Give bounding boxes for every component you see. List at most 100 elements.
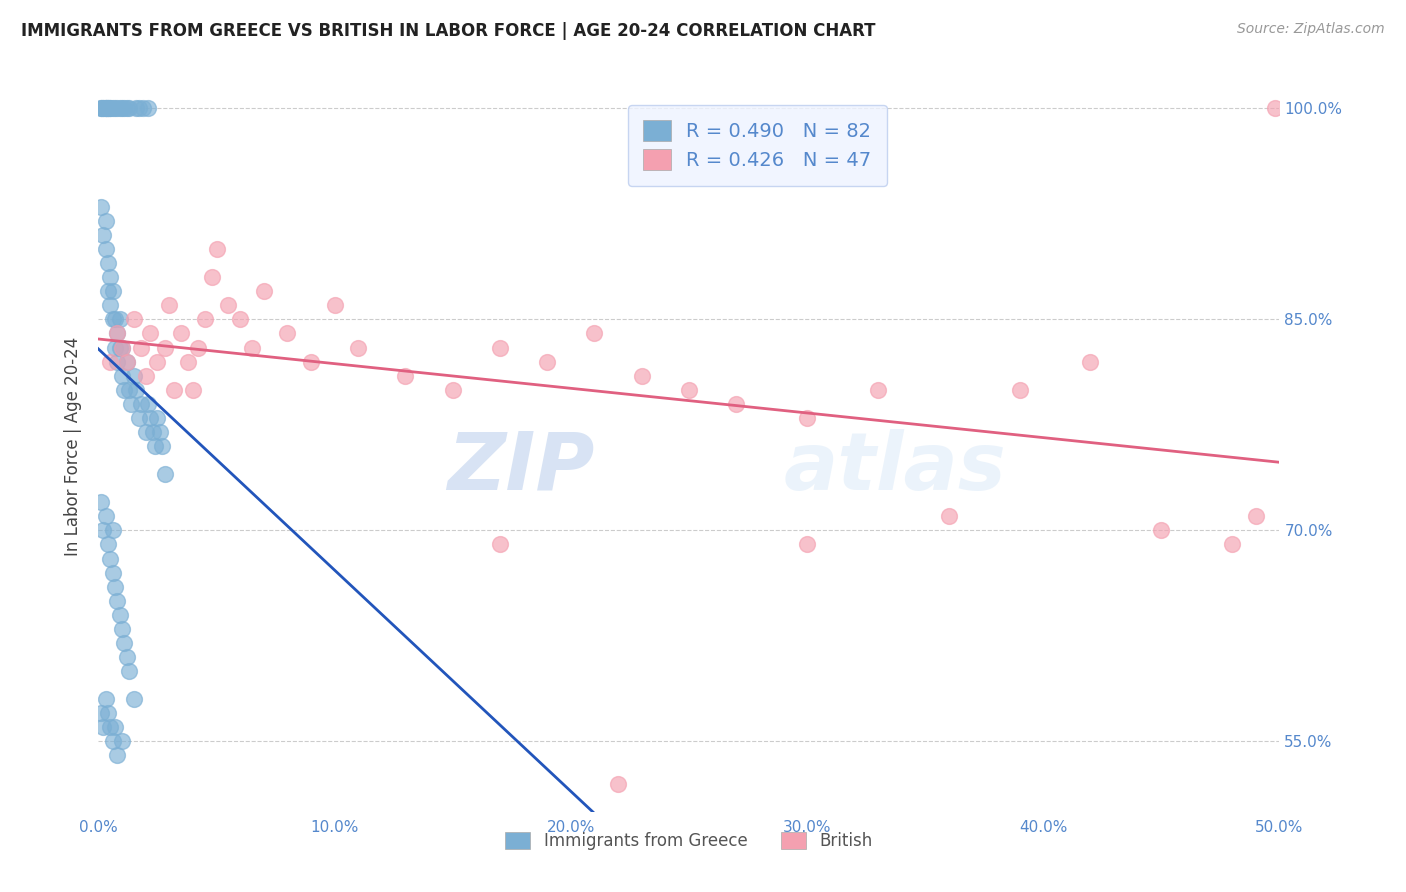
Point bbox=[101, 566, 124, 580]
Point bbox=[177, 354, 200, 368]
Point bbox=[323, 298, 346, 312]
Point bbox=[1150, 524, 1173, 538]
Point bbox=[90, 706, 112, 721]
Point bbox=[91, 102, 114, 116]
Point bbox=[94, 102, 117, 116]
Point bbox=[112, 636, 135, 650]
Point bbox=[394, 368, 416, 383]
Point bbox=[122, 692, 145, 706]
Point bbox=[276, 326, 298, 341]
Point bbox=[104, 341, 127, 355]
Point bbox=[104, 580, 127, 594]
Point bbox=[98, 102, 121, 116]
Point bbox=[347, 341, 370, 355]
Point bbox=[181, 383, 204, 397]
Point bbox=[240, 341, 263, 355]
Point bbox=[94, 102, 117, 116]
Text: IMMIGRANTS FROM GREECE VS BRITISH IN LABOR FORCE | AGE 20-24 CORRELATION CHART: IMMIGRANTS FROM GREECE VS BRITISH IN LAB… bbox=[21, 22, 876, 40]
Point bbox=[112, 102, 135, 116]
Point bbox=[91, 720, 114, 734]
Point bbox=[111, 341, 134, 355]
Point bbox=[91, 524, 114, 538]
Point bbox=[170, 326, 193, 341]
Point bbox=[90, 495, 112, 509]
Point bbox=[142, 425, 165, 439]
Point bbox=[104, 312, 127, 326]
Point bbox=[163, 383, 186, 397]
Point bbox=[678, 383, 700, 397]
Point bbox=[101, 312, 124, 326]
Point bbox=[132, 102, 155, 116]
Point bbox=[94, 214, 117, 228]
Point bbox=[125, 383, 148, 397]
Point bbox=[97, 285, 120, 299]
Point bbox=[108, 607, 131, 622]
Point bbox=[583, 326, 606, 341]
Point bbox=[121, 397, 143, 411]
Point bbox=[153, 467, 176, 482]
Point bbox=[1080, 354, 1102, 368]
Point bbox=[108, 341, 131, 355]
Point bbox=[441, 383, 464, 397]
Point bbox=[104, 720, 127, 734]
Point bbox=[253, 285, 276, 299]
Point bbox=[98, 270, 121, 285]
Point bbox=[111, 622, 134, 636]
Point bbox=[128, 102, 150, 116]
Point bbox=[118, 383, 141, 397]
Point bbox=[105, 354, 128, 368]
Point bbox=[136, 102, 159, 116]
Point bbox=[118, 102, 141, 116]
Point bbox=[128, 410, 150, 425]
Point bbox=[796, 410, 818, 425]
Point bbox=[489, 537, 512, 551]
Point bbox=[94, 242, 117, 256]
Point bbox=[1244, 509, 1267, 524]
Text: atlas: atlas bbox=[783, 429, 1007, 507]
Point bbox=[139, 326, 162, 341]
Point bbox=[90, 102, 112, 116]
Point bbox=[97, 537, 120, 551]
Point bbox=[111, 341, 134, 355]
Point bbox=[98, 551, 121, 566]
Point bbox=[90, 102, 112, 116]
Point bbox=[97, 256, 120, 270]
Point bbox=[105, 326, 128, 341]
Point bbox=[194, 312, 217, 326]
Point bbox=[122, 312, 145, 326]
Y-axis label: In Labor Force | Age 20-24: In Labor Force | Age 20-24 bbox=[65, 336, 83, 556]
Point bbox=[1220, 537, 1243, 551]
Point bbox=[299, 354, 322, 368]
Point bbox=[135, 368, 157, 383]
Point bbox=[150, 439, 173, 453]
Point bbox=[217, 298, 239, 312]
Point bbox=[94, 692, 117, 706]
Point bbox=[115, 354, 138, 368]
Point bbox=[91, 102, 114, 116]
Point bbox=[136, 397, 159, 411]
Point bbox=[97, 102, 120, 116]
Point bbox=[607, 776, 630, 790]
Point bbox=[796, 537, 818, 551]
Point bbox=[938, 509, 960, 524]
Point bbox=[725, 397, 748, 411]
Point bbox=[105, 102, 128, 116]
Point bbox=[153, 341, 176, 355]
Point bbox=[101, 285, 124, 299]
Point bbox=[143, 439, 166, 453]
Text: Source: ZipAtlas.com: Source: ZipAtlas.com bbox=[1237, 22, 1385, 37]
Point bbox=[105, 326, 128, 341]
Point bbox=[98, 354, 121, 368]
Point bbox=[115, 354, 138, 368]
Point bbox=[187, 341, 209, 355]
Point bbox=[98, 298, 121, 312]
Point bbox=[111, 368, 134, 383]
Point bbox=[104, 102, 127, 116]
Point bbox=[97, 706, 120, 721]
Point bbox=[146, 410, 169, 425]
Point bbox=[101, 102, 124, 116]
Point bbox=[90, 200, 112, 214]
Point bbox=[489, 341, 512, 355]
Point bbox=[205, 242, 228, 256]
Point bbox=[135, 425, 157, 439]
